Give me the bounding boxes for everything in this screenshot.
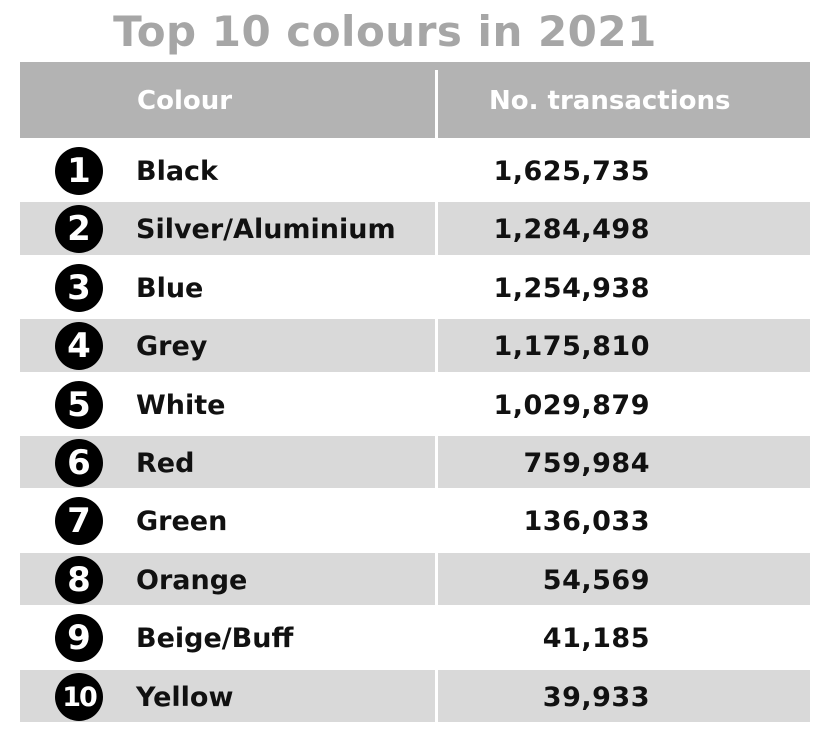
transactions-value: 41,185 [542, 623, 650, 655]
column-divider [435, 611, 438, 664]
column-divider [435, 377, 438, 430]
colour-name: Green [136, 506, 228, 538]
transactions-value: 39,933 [542, 681, 650, 713]
transactions-value: 759,984 [523, 447, 650, 479]
transactions-value: 1,284,498 [493, 214, 650, 246]
colour-name: Black [136, 156, 219, 187]
colours-table: Colour No. transactions 1 Black 1,625,735 2… [20, 62, 810, 723]
column-divider [435, 202, 438, 255]
colour-name: Grey [136, 331, 208, 363]
column-header-colour: Colour [137, 86, 233, 116]
chart-title: Top 10 colours in 2021 [113, 7, 657, 56]
table-header: Colour No. transactions [20, 62, 810, 138]
table-row: 3 Blue 1,254,938 [20, 255, 810, 314]
rank-badge: 5 [55, 380, 103, 429]
colour-name: Yellow [136, 681, 234, 713]
table-row: 4 Grey 1,175,810 [20, 313, 810, 372]
transactions-value: 1,029,879 [493, 389, 650, 421]
table-row: 5 White 1,029,879 [20, 372, 810, 430]
rank-badge: 2 [55, 205, 103, 254]
colour-name: White [136, 389, 226, 421]
transactions-value: 136,033 [523, 506, 650, 538]
rank-badge: 10 [55, 672, 103, 721]
table-row: 1 Black 1,625,735 [20, 138, 810, 197]
colour-name: Red [136, 447, 195, 479]
colour-name: Beige/Buff [136, 623, 294, 655]
column-header-transactions: No. transactions [489, 86, 731, 116]
rank-badge: 6 [55, 438, 103, 487]
table-row: 8 Orange 54,569 [20, 547, 810, 606]
rank-badge: 7 [55, 497, 103, 546]
rank-badge: 8 [55, 555, 103, 604]
transactions-value: 1,254,938 [493, 272, 650, 304]
colour-name: Silver/Aluminium [136, 214, 396, 246]
transactions-value: 54,569 [542, 564, 650, 596]
rank-badge: 4 [55, 322, 103, 371]
transactions-value: 1,625,735 [493, 156, 650, 187]
table-row: 9 Beige/Buff 41,185 [20, 605, 810, 664]
colour-name: Blue [136, 272, 204, 304]
header-divider [435, 70, 438, 138]
column-divider [435, 552, 438, 606]
column-divider [435, 144, 438, 197]
table-row: 7 Green 136,033 [20, 488, 810, 547]
rank-badge: 1 [55, 147, 103, 195]
table-body: 1 Black 1,625,735 2 Silver/Aluminium 1,284,49… [20, 138, 810, 723]
table-row: 10 Yellow 39,933 [20, 664, 810, 723]
column-divider [435, 319, 438, 372]
column-divider [435, 435, 438, 489]
transactions-value: 1,175,810 [493, 331, 650, 363]
table-row: 2 Silver/Aluminium 1,284,498 [20, 196, 810, 256]
rank-badge: 9 [55, 614, 103, 663]
colour-name: Orange [136, 564, 248, 596]
column-divider [435, 260, 438, 314]
column-divider [435, 494, 438, 547]
rank-badge: 3 [55, 263, 103, 312]
table-row: 6 Red 759,984 [20, 430, 810, 489]
column-divider [435, 669, 438, 722]
